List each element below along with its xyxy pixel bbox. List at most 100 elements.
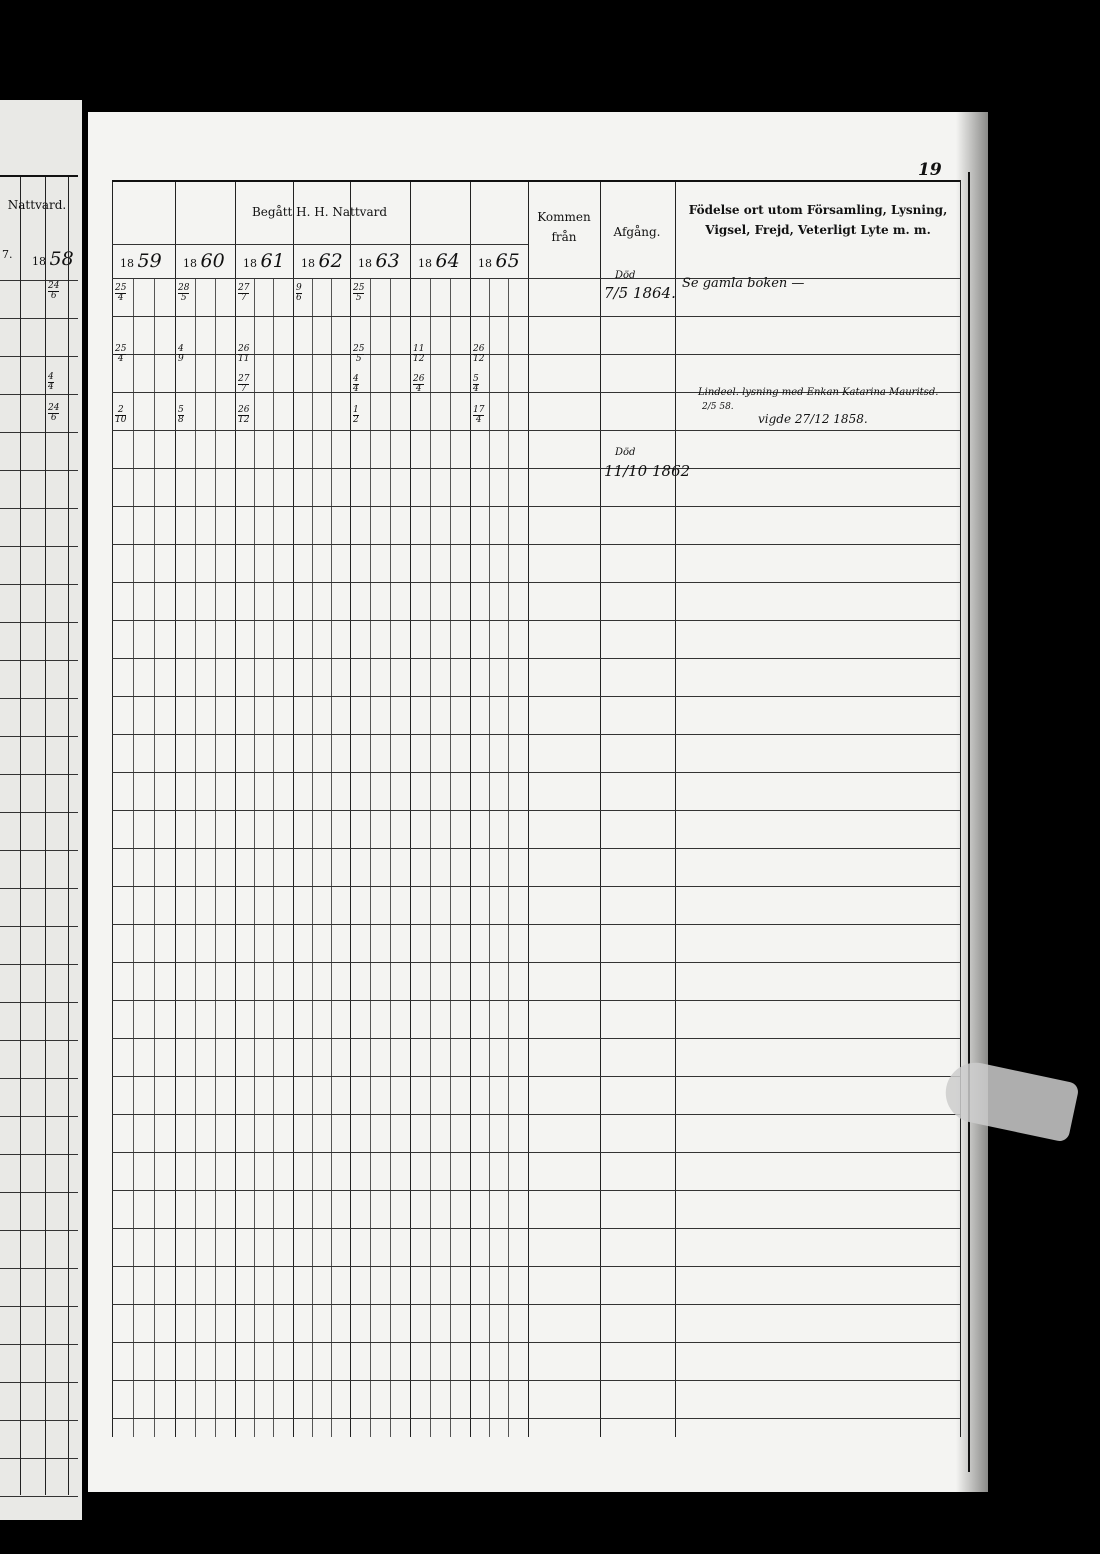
column-rule (350, 180, 351, 1437)
row-rule (112, 734, 960, 735)
communion-date: 2 10 (115, 404, 127, 425)
left-header-fragment: Nattvard. (7, 198, 67, 212)
row-rule (0, 1040, 78, 1041)
afgang-header: Afgång. (613, 225, 661, 239)
year-header: 18 64 (418, 250, 460, 272)
row-rule (112, 1114, 960, 1115)
fodelse-header: Födelse ort utom Församling, Lysning, Vi… (688, 203, 948, 237)
subcolumn-rule (508, 278, 510, 1437)
page-number: 19 (918, 160, 942, 180)
row-rule (0, 356, 78, 357)
row-rule (0, 926, 78, 927)
row-rule (0, 964, 78, 965)
year-header: 18 59 (120, 250, 162, 272)
row-rule (112, 316, 960, 317)
row-rule (0, 584, 78, 585)
subcolumn-rule (132, 278, 134, 1437)
row-rule (0, 318, 78, 319)
row-rule (112, 1304, 960, 1305)
afgang-label: Död (615, 447, 636, 458)
row-rule (112, 1190, 960, 1191)
row-rule (0, 1420, 78, 1421)
row-rule (0, 622, 78, 623)
subcolumn-rule (214, 278, 216, 1437)
register-page: 19 Begått H. H. Nattvard Kommen från Afg… (88, 112, 988, 1492)
row-rule (0, 1306, 78, 1307)
left-year-fragment: 7. (2, 248, 13, 261)
row-rule (112, 468, 960, 469)
row-rule (112, 924, 960, 925)
row-rule (0, 698, 78, 699)
column-rule (112, 180, 113, 1437)
column-rule (68, 175, 69, 1495)
row-rule (112, 620, 960, 621)
row-rule (112, 430, 960, 431)
communion-date: 24 6 (48, 281, 60, 301)
row-rule (112, 544, 960, 545)
afgang-date: 7/5 1864. (604, 284, 676, 302)
subcolumn-rule (489, 278, 491, 1437)
row-rule (0, 1382, 78, 1383)
row-rule (112, 1038, 960, 1039)
kommen-fran-header: Kommen från (537, 210, 591, 244)
row-rule (112, 962, 960, 963)
subcolumn-rule (330, 278, 332, 1437)
table-top-rule (0, 175, 78, 177)
row-rule (0, 394, 78, 395)
column-rule (293, 180, 294, 1437)
communion-date: 27 7 (238, 374, 250, 395)
row-rule (112, 1266, 960, 1267)
note-married: vigde 27/12 1858. (758, 412, 868, 426)
subcolumn-rule (194, 278, 196, 1437)
row-rule (0, 888, 78, 889)
year-header: 18 65 (478, 250, 520, 272)
table-top-rule (112, 180, 960, 182)
row-rule (112, 1228, 960, 1229)
row-rule (0, 1230, 78, 1231)
subcolumn-rule (449, 278, 451, 1437)
row-rule (0, 1496, 78, 1497)
communion-date: 25 4 (115, 343, 127, 364)
column-rule (45, 175, 46, 1495)
row-rule (112, 278, 960, 279)
left-year: 18 58 (32, 248, 74, 270)
column-rule (528, 180, 529, 1437)
communion-date: 24 6 (48, 402, 60, 423)
left-page-edge: Nattvard. 7. 18 58 24 6 4 4 24 6 (0, 100, 82, 1520)
row-rule (0, 736, 78, 737)
row-rule (112, 1380, 960, 1381)
communion-header: Begått H. H. Nattvard (251, 205, 388, 219)
header-rule (112, 244, 528, 245)
column-rule (470, 180, 471, 1437)
row-rule (0, 1344, 78, 1345)
note-banns: Lindeel. lysning med Enkan Katarina Maur… (698, 387, 939, 398)
subcolumn-rule (369, 278, 371, 1437)
row-rule (0, 1002, 78, 1003)
subcolumn-rule (389, 278, 391, 1437)
row-rule (0, 660, 78, 661)
year-header: 18 62 (301, 250, 343, 272)
communion-date: 28 5 (178, 283, 190, 303)
afgang-date: 11/10 1862 (604, 462, 691, 480)
row-rule (112, 1152, 960, 1153)
page-edge-shadow (956, 112, 988, 1492)
row-rule (0, 1268, 78, 1269)
column-rule (235, 180, 236, 1437)
row-rule (112, 506, 960, 507)
row-rule (0, 812, 78, 813)
row-rule (0, 774, 78, 775)
subcolumn-rule (273, 278, 275, 1437)
subcolumn-rule (153, 278, 155, 1437)
communion-date: 26 4 (413, 374, 425, 395)
row-rule (112, 1418, 960, 1419)
row-rule (0, 508, 78, 509)
row-rule (112, 392, 960, 393)
subcolumn-rule (311, 278, 313, 1437)
row-rule (112, 1000, 960, 1001)
